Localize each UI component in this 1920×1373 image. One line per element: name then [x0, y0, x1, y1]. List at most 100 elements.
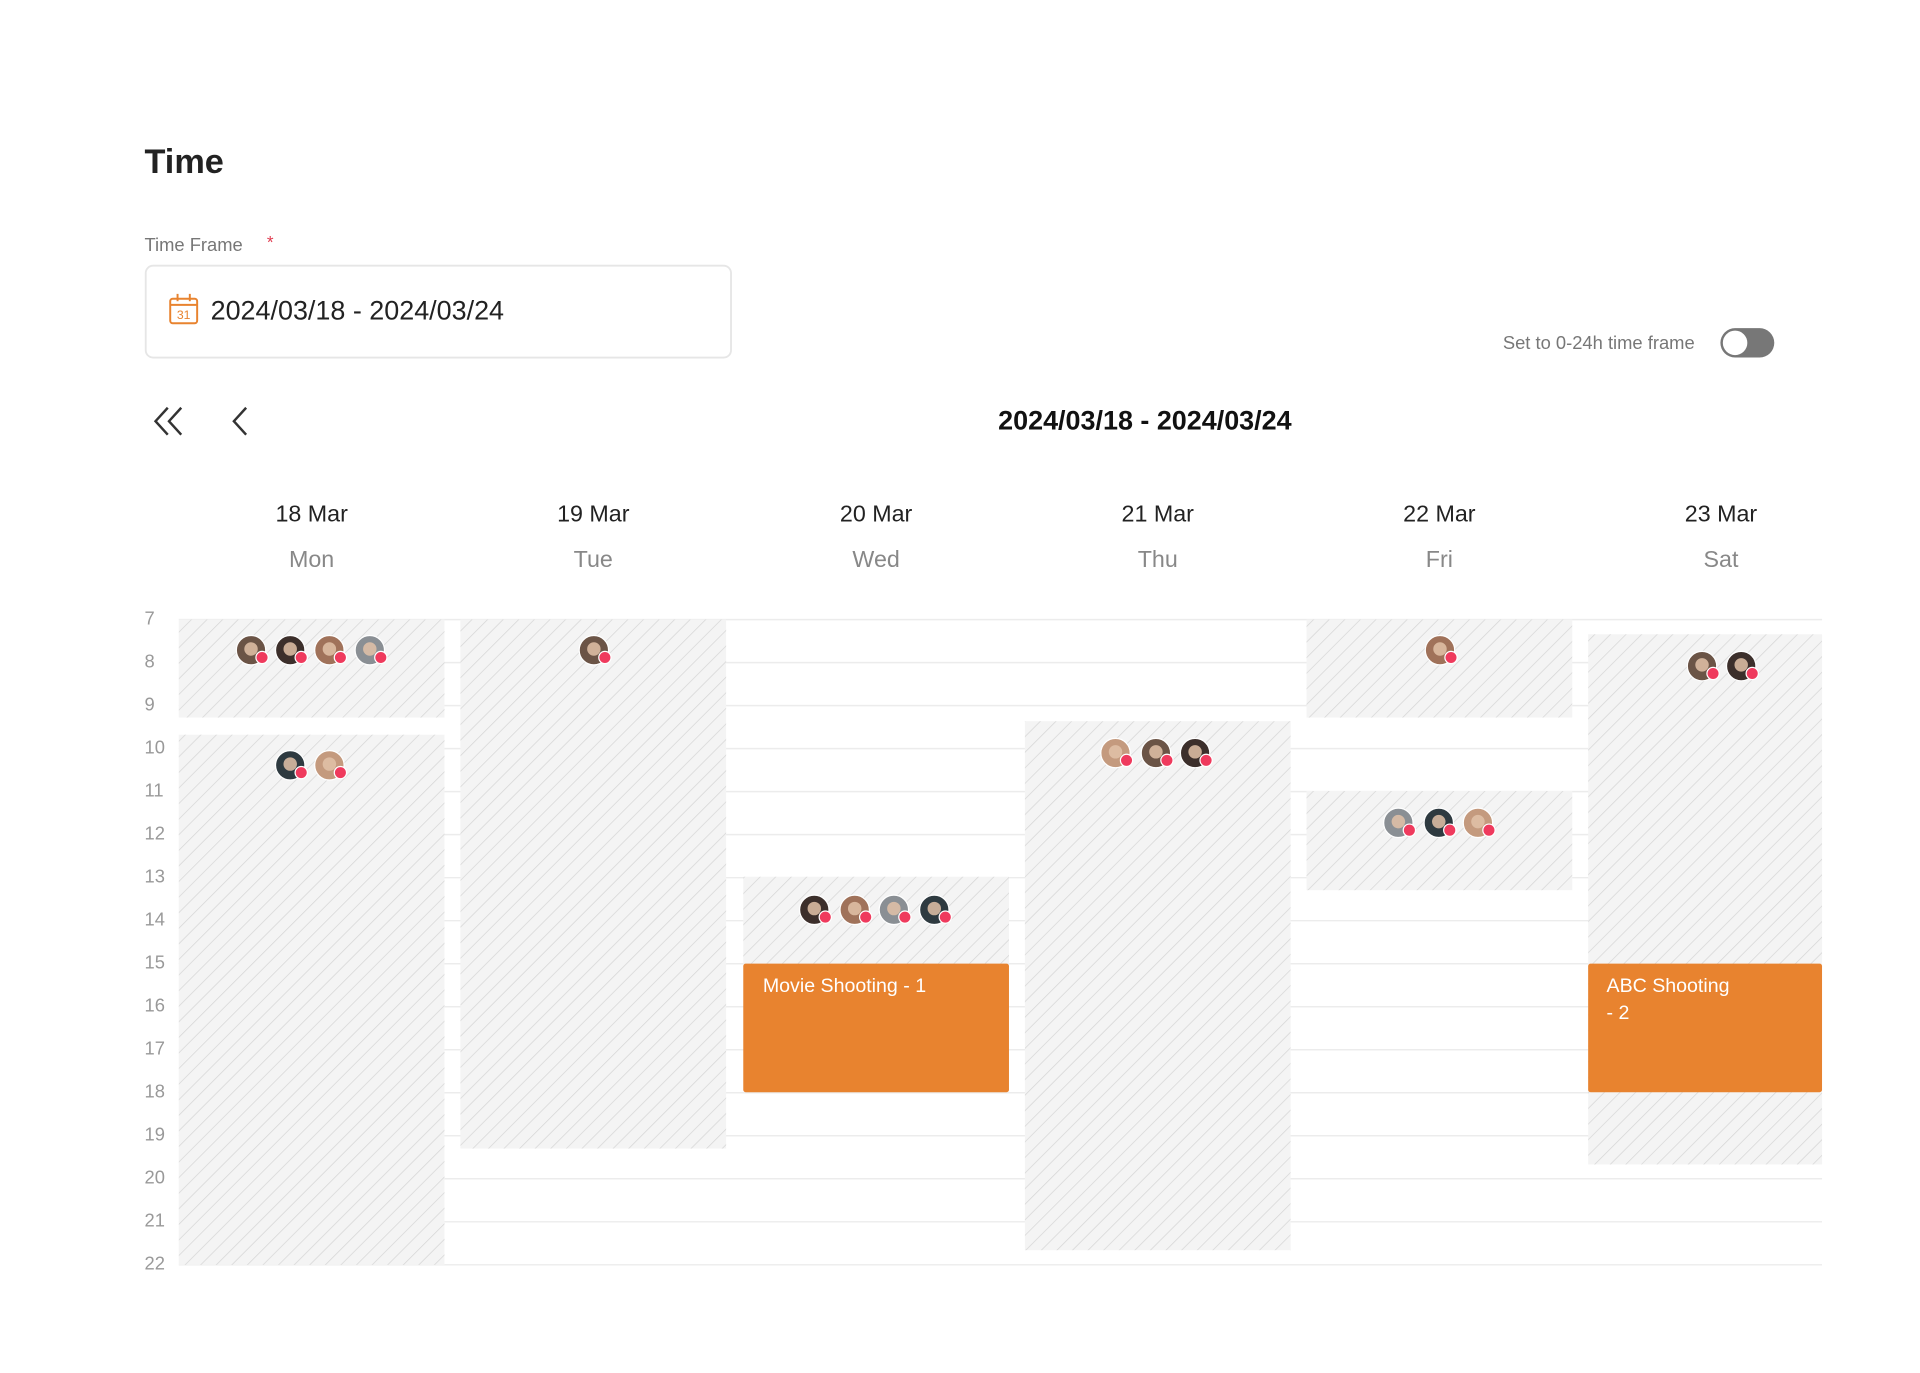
status-dot [294, 765, 308, 780]
day-weekday: Tue [574, 546, 613, 572]
avatar-face [807, 901, 822, 916]
avatar [314, 749, 348, 781]
day-date: 23 Mar [1685, 501, 1758, 527]
hour-label: 21 [145, 1210, 165, 1231]
avatar-face [322, 642, 337, 656]
hour-label: 8 [145, 650, 155, 671]
avatar [1725, 650, 1759, 682]
status-dot [818, 910, 833, 924]
hour-label: 14 [145, 909, 165, 930]
busy-block [460, 619, 727, 1149]
status-dot [898, 910, 912, 924]
hour-label: 20 [145, 1167, 165, 1188]
date-input[interactable] [144, 264, 732, 359]
avatar-face [1108, 745, 1123, 759]
status-dot [1706, 666, 1720, 681]
avatar-face [283, 642, 297, 656]
status-dot [1160, 753, 1174, 768]
avatar [354, 634, 388, 666]
avatar [798, 894, 833, 926]
day-date: 21 Mar [1122, 501, 1195, 527]
status-dot [374, 650, 388, 665]
required-mark: * [267, 232, 274, 252]
status-dot [1745, 666, 1759, 681]
busy-block [178, 734, 445, 1265]
avatar [1686, 650, 1720, 682]
avatar [1462, 807, 1496, 839]
hour-label: 17 [145, 1038, 165, 1059]
date-input-value: 2024/03/18 - 2024/03/24 [211, 295, 504, 325]
range-title: 2024/03/18 - 2024/03/24 [998, 406, 1291, 436]
day-weekday: Wed [852, 546, 899, 572]
event-title: Movie Shooting - 1 [763, 975, 926, 997]
day-date: 18 Mar [275, 501, 348, 527]
status-dot [1444, 650, 1458, 665]
status-dot [858, 910, 873, 924]
first-page-button[interactable] [153, 406, 183, 436]
status-dot [333, 765, 348, 780]
status-dot [333, 650, 348, 665]
day-weekday: Mon [289, 546, 334, 572]
toggle[interactable] [1720, 328, 1775, 358]
status-dot [1119, 753, 1134, 768]
status-dot [938, 910, 953, 924]
hour-label: 11 [145, 779, 164, 800]
avatar [1140, 737, 1174, 769]
prev-button[interactable] [232, 406, 248, 436]
calendar-icon-text: 31 [177, 308, 191, 322]
hour-label: 16 [145, 995, 165, 1016]
avatar [274, 634, 308, 666]
status-dot [598, 650, 612, 665]
avatar-face [283, 757, 297, 771]
status-dot [1402, 823, 1417, 837]
page-title: Time [145, 143, 224, 181]
hour-label: 19 [145, 1124, 165, 1145]
hour-label: 22 [145, 1253, 165, 1274]
field-label: Time Frame [145, 234, 243, 255]
avatar [918, 894, 953, 926]
avatar [274, 749, 308, 781]
avatar [1423, 807, 1457, 839]
avatar-face [1188, 745, 1202, 759]
hour-label: 7 [145, 607, 155, 628]
avatar-face [1391, 814, 1406, 829]
avatar-face [363, 642, 377, 656]
status-dot [255, 650, 269, 665]
hour-label: 13 [145, 866, 165, 887]
busy-block [178, 619, 445, 718]
avatar-face [1734, 658, 1748, 672]
event-block[interactable] [1588, 963, 1823, 1093]
avatar [1179, 737, 1213, 769]
avatar-face [244, 642, 258, 656]
hour-label: 18 [145, 1081, 165, 1102]
event-title: ABC Shooting [1607, 975, 1730, 997]
avatar-face [847, 901, 862, 916]
avatar-face [1433, 642, 1447, 656]
day-date: 22 Mar [1403, 501, 1476, 527]
day-weekday: Fri [1426, 546, 1453, 572]
avatar [1424, 634, 1458, 666]
avatar [578, 634, 612, 666]
avatar-face [927, 901, 942, 916]
toggle-label: Set to 0-24h time frame [1503, 332, 1695, 353]
avatar-face [587, 642, 601, 656]
status-dot [294, 650, 308, 665]
avatar [839, 894, 873, 926]
day-date: 19 Mar [557, 501, 630, 527]
hour-label: 9 [145, 693, 155, 714]
event-block[interactable] [743, 963, 1009, 1093]
busy-block [1306, 619, 1573, 718]
avatar-face [1471, 814, 1485, 829]
busy-block [743, 876, 1009, 964]
avatar [235, 634, 269, 666]
status-dot [1199, 753, 1213, 768]
avatar-face [1149, 745, 1163, 759]
busy-block [1024, 721, 1291, 1251]
hour-label: 10 [145, 736, 165, 757]
avatar [878, 894, 912, 926]
avatar-face [322, 757, 337, 771]
hour-label: 12 [145, 823, 165, 844]
avatar-face [1695, 658, 1709, 672]
